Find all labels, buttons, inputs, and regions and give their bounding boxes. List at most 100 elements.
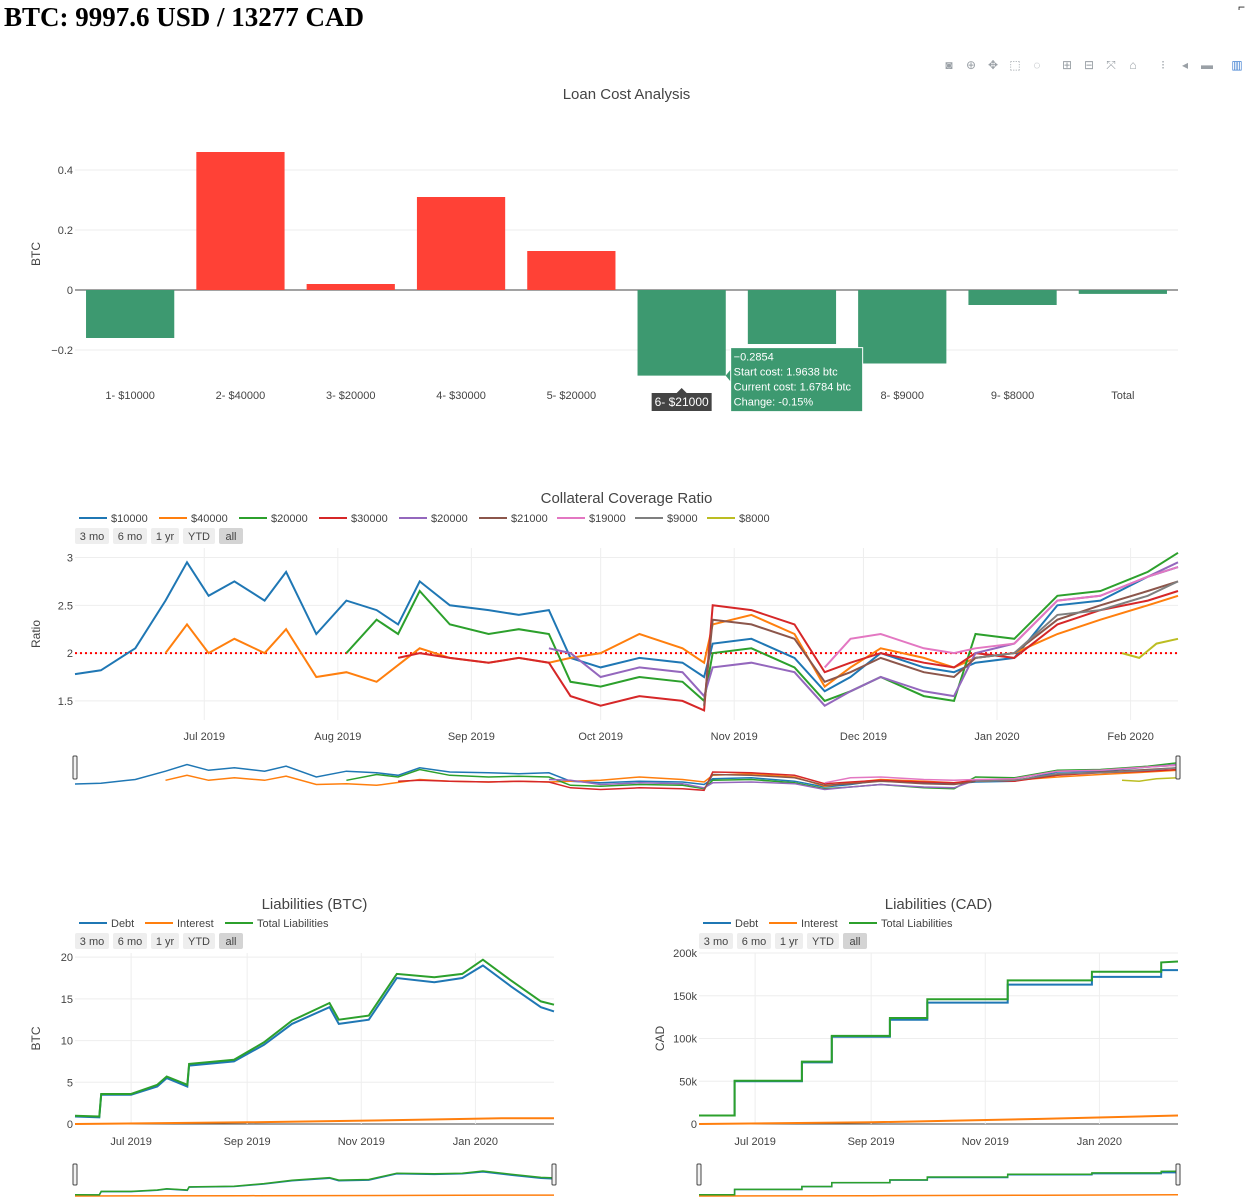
y-tick-label: 20 (61, 952, 73, 964)
legend-item[interactable]: Total Liabilities (225, 918, 329, 930)
x-tick-label: 8- $9000 (881, 390, 924, 402)
legend-label: $30000 (351, 513, 388, 525)
axis-label-pointer (677, 388, 687, 393)
y-tick-label: 15 (61, 994, 73, 1006)
legend-label: Total Liabilities (257, 918, 329, 930)
range-button-all[interactable]: all (219, 933, 243, 949)
loan-cost-title: Loan Cost Analysis (563, 86, 691, 103)
tooltip-line: Start cost: 1.9638 btc (734, 367, 838, 379)
range-button-ytd[interactable]: YTD (807, 933, 839, 949)
x-tick-label: 2- $40000 (216, 390, 266, 402)
series-line[interactable] (75, 966, 554, 1118)
range-slider-handle-right[interactable] (1176, 1164, 1180, 1185)
y-tick-label: 150k (673, 991, 697, 1003)
x-tick-label: Aug 2019 (314, 731, 361, 743)
range-button-all[interactable]: all (219, 528, 243, 544)
x-tick-label: 5- $20000 (547, 390, 597, 402)
bar[interactable] (417, 197, 505, 290)
x-tick-label: Oct 2019 (578, 731, 623, 743)
range-button-3-mo[interactable]: 3 mo (75, 528, 109, 544)
range-slider-handle-right[interactable] (552, 1164, 556, 1185)
series-line[interactable] (704, 581, 1178, 705)
x-tick-label: Dec 2019 (840, 731, 887, 743)
bar[interactable] (968, 290, 1056, 305)
range-button-3-mo[interactable]: 3 mo (699, 933, 733, 949)
range-slider-handle-right[interactable] (1176, 756, 1180, 779)
range-button-3-mo[interactable]: 3 mo (75, 933, 109, 949)
legend-item[interactable]: $10000 (79, 513, 148, 525)
range-button-1-yr[interactable]: 1 yr (775, 933, 803, 949)
x-tick-label: Nov 2019 (711, 731, 758, 743)
range-button-6-mo[interactable]: 6 mo (737, 933, 771, 949)
range-button-6-mo[interactable]: 6 mo (113, 933, 147, 949)
x-tick-label: Jan 2020 (453, 1136, 498, 1148)
range-slider[interactable] (75, 1170, 554, 1196)
range-slider[interactable] (75, 762, 1178, 792)
bar[interactable] (1079, 290, 1167, 294)
bar[interactable] (307, 284, 395, 290)
range-button-ytd[interactable]: YTD (183, 528, 215, 544)
legend-item[interactable]: $20000 (399, 513, 468, 525)
legend-label: $21000 (511, 513, 548, 525)
legend-item[interactable]: $19000 (557, 513, 626, 525)
legend-label: $10000 (111, 513, 148, 525)
collateral-ratio-chart: Collateral Coverage Ratio $10000 $40000 $20… (29, 490, 1180, 792)
range-button-all[interactable]: all (843, 933, 867, 949)
x-tick-label: Jul 2019 (183, 731, 225, 743)
legend-item[interactable]: Debt (703, 918, 758, 930)
y-tick-label: 1.5 (58, 696, 73, 708)
liabilities-cad-chart: Liabilities (CAD) Debt Interest Total Liabi… (653, 896, 1180, 1196)
legend-item[interactable]: $21000 (479, 513, 548, 525)
x-tick-label: Nov 2019 (962, 1136, 1009, 1148)
legend-label: $40000 (191, 513, 228, 525)
legend-label: $20000 (271, 513, 308, 525)
legend-item[interactable]: $9000 (635, 513, 698, 525)
bar[interactable] (858, 290, 946, 364)
x-tick-label: Feb 2020 (1107, 731, 1153, 743)
legend-item[interactable]: Total Liabilities (849, 918, 953, 930)
range-button-label: 1 yr (156, 531, 175, 543)
range-button-label: all (225, 936, 236, 948)
legend-label: $8000 (739, 513, 770, 525)
series-line[interactable] (398, 591, 1178, 710)
range-button-1-yr[interactable]: 1 yr (151, 528, 179, 544)
chart-title: Liabilities (CAD) (885, 896, 993, 913)
series-line[interactable] (699, 1116, 1178, 1125)
series-line[interactable] (166, 596, 1179, 687)
x-tick-label: Total (1111, 390, 1134, 402)
bar[interactable] (748, 290, 836, 344)
legend-item[interactable]: Interest (145, 918, 214, 930)
y-tick-label: 2 (67, 648, 73, 660)
y-tick-label: 50k (679, 1076, 697, 1088)
range-slider-handle-left[interactable] (697, 1164, 701, 1185)
bar[interactable] (196, 152, 284, 290)
range-button-ytd[interactable]: YTD (183, 933, 215, 949)
y-tick-label: 3 (67, 553, 73, 565)
range-slider-handle-left[interactable] (73, 1164, 77, 1185)
series-line[interactable] (75, 960, 554, 1117)
range-button-1-yr[interactable]: 1 yr (151, 933, 179, 949)
legend-item[interactable]: Debt (79, 918, 134, 930)
bar[interactable] (527, 251, 615, 290)
y-tick-label: 200k (673, 948, 697, 960)
legend-item[interactable]: $20000 (239, 513, 308, 525)
series-line[interactable] (75, 1118, 554, 1124)
legend-label: Debt (735, 918, 758, 930)
legend-item[interactable]: $40000 (159, 513, 228, 525)
legend-item[interactable]: $30000 (319, 513, 388, 525)
range-button-label: 6 mo (118, 936, 142, 948)
y-axis-label: BTC (29, 242, 43, 266)
y-tick-label: 0.4 (58, 165, 73, 177)
legend-item[interactable]: Interest (769, 918, 838, 930)
bar[interactable] (86, 290, 174, 338)
y-tick-label: 2.5 (58, 600, 73, 612)
series-line[interactable] (75, 562, 1178, 691)
y-tick-label: 10 (61, 1036, 73, 1048)
legend-item[interactable]: $8000 (707, 513, 770, 525)
tooltip-line: −0.2854 (734, 352, 774, 364)
bar[interactable] (638, 290, 726, 376)
range-button-6-mo[interactable]: 6 mo (113, 528, 147, 544)
series-line[interactable] (699, 970, 1178, 1115)
range-slider-handle-left[interactable] (73, 756, 77, 779)
y-axis-label: CAD (653, 1026, 667, 1052)
